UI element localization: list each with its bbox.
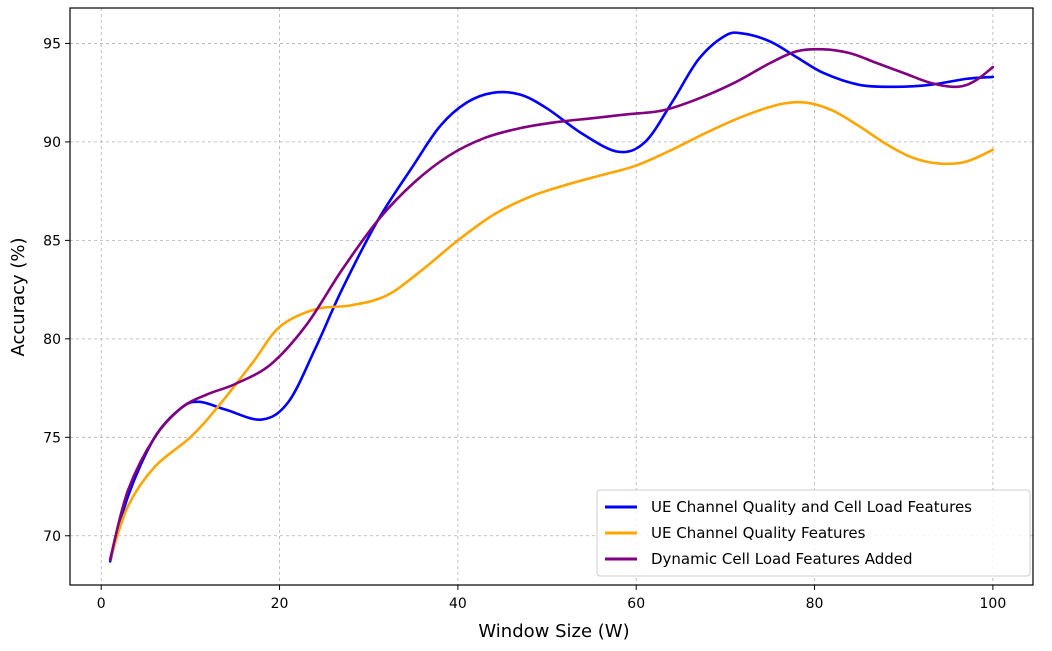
x-tick-label: 60 — [627, 596, 645, 612]
legend: UE Channel Quality and Cell Load Feature… — [596, 489, 1031, 577]
y-tick-label: 80 — [43, 332, 61, 348]
grid — [70, 8, 1033, 585]
y-tick-label: 70 — [43, 529, 61, 545]
legend-label-1: UE Channel Quality and Cell Load Feature… — [651, 498, 972, 516]
plot-background — [70, 8, 1033, 585]
x-tick-label: 40 — [449, 596, 467, 612]
x-tick-label: 80 — [806, 596, 824, 612]
x-tick-label: 0 — [97, 596, 106, 612]
y-tick-label: 90 — [43, 135, 61, 151]
y-tick-label: 85 — [43, 233, 61, 249]
y-axis: 70 75 80 85 90 95 — [43, 36, 70, 545]
legend-label-3: Dynamic Cell Load Features Added — [651, 550, 913, 568]
y-tick-label: 75 — [43, 430, 61, 446]
x-axis-title: Window Size (W) — [478, 621, 629, 642]
legend-label-2: UE Channel Quality Features — [651, 524, 866, 542]
x-axis: 0 20 40 60 80 100 — [97, 585, 1006, 612]
series-line-2 — [108, 100, 995, 561]
y-axis-title: Accuracy (%) — [8, 237, 29, 356]
x-tick-label: 20 — [271, 596, 289, 612]
series-lines — [108, 31, 995, 563]
plot-frame — [69, 7, 1034, 586]
series-line-1 — [108, 31, 995, 563]
series-line-3 — [108, 47, 995, 561]
legend-box — [596, 489, 1031, 577]
y-tick-label: 95 — [43, 36, 61, 52]
x-tick-label: 100 — [980, 596, 1007, 612]
